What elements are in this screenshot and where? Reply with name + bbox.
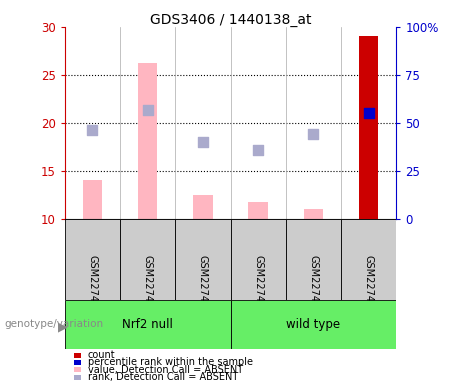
Bar bbox=[304, 209, 323, 219]
Point bbox=[310, 131, 317, 137]
Text: ▶: ▶ bbox=[58, 321, 67, 334]
Point bbox=[365, 110, 372, 116]
Text: percentile rank within the sample: percentile rank within the sample bbox=[88, 358, 253, 367]
Bar bbox=[175, 219, 230, 300]
Text: GSM227410: GSM227410 bbox=[253, 255, 263, 314]
Text: GDS3406 / 1440138_at: GDS3406 / 1440138_at bbox=[150, 13, 311, 27]
Point bbox=[144, 107, 151, 114]
Text: rank, Detection Call = ABSENT: rank, Detection Call = ABSENT bbox=[88, 372, 238, 382]
Text: GSM227411: GSM227411 bbox=[308, 255, 319, 314]
Bar bbox=[248, 202, 268, 219]
Text: GSM227412: GSM227412 bbox=[364, 255, 374, 314]
Bar bbox=[230, 300, 396, 349]
Text: genotype/variation: genotype/variation bbox=[5, 319, 104, 329]
Bar bbox=[341, 219, 396, 300]
Text: Nrf2 null: Nrf2 null bbox=[122, 318, 173, 331]
Text: count: count bbox=[88, 350, 116, 360]
Text: wild type: wild type bbox=[286, 318, 341, 331]
Point bbox=[254, 147, 262, 153]
Bar bbox=[286, 219, 341, 300]
Text: GSM227408: GSM227408 bbox=[142, 255, 153, 314]
Text: GSM227407: GSM227407 bbox=[87, 255, 97, 314]
Text: value, Detection Call = ABSENT: value, Detection Call = ABSENT bbox=[88, 365, 243, 375]
Bar bbox=[65, 219, 120, 300]
Bar bbox=[193, 195, 213, 219]
Text: GSM227409: GSM227409 bbox=[198, 255, 208, 314]
Bar bbox=[83, 180, 102, 219]
Bar bbox=[138, 63, 157, 219]
Bar bbox=[230, 219, 286, 300]
Point bbox=[199, 139, 207, 145]
Point bbox=[89, 126, 96, 132]
Bar bbox=[359, 36, 378, 219]
Bar bbox=[65, 300, 230, 349]
Bar bbox=[120, 219, 175, 300]
